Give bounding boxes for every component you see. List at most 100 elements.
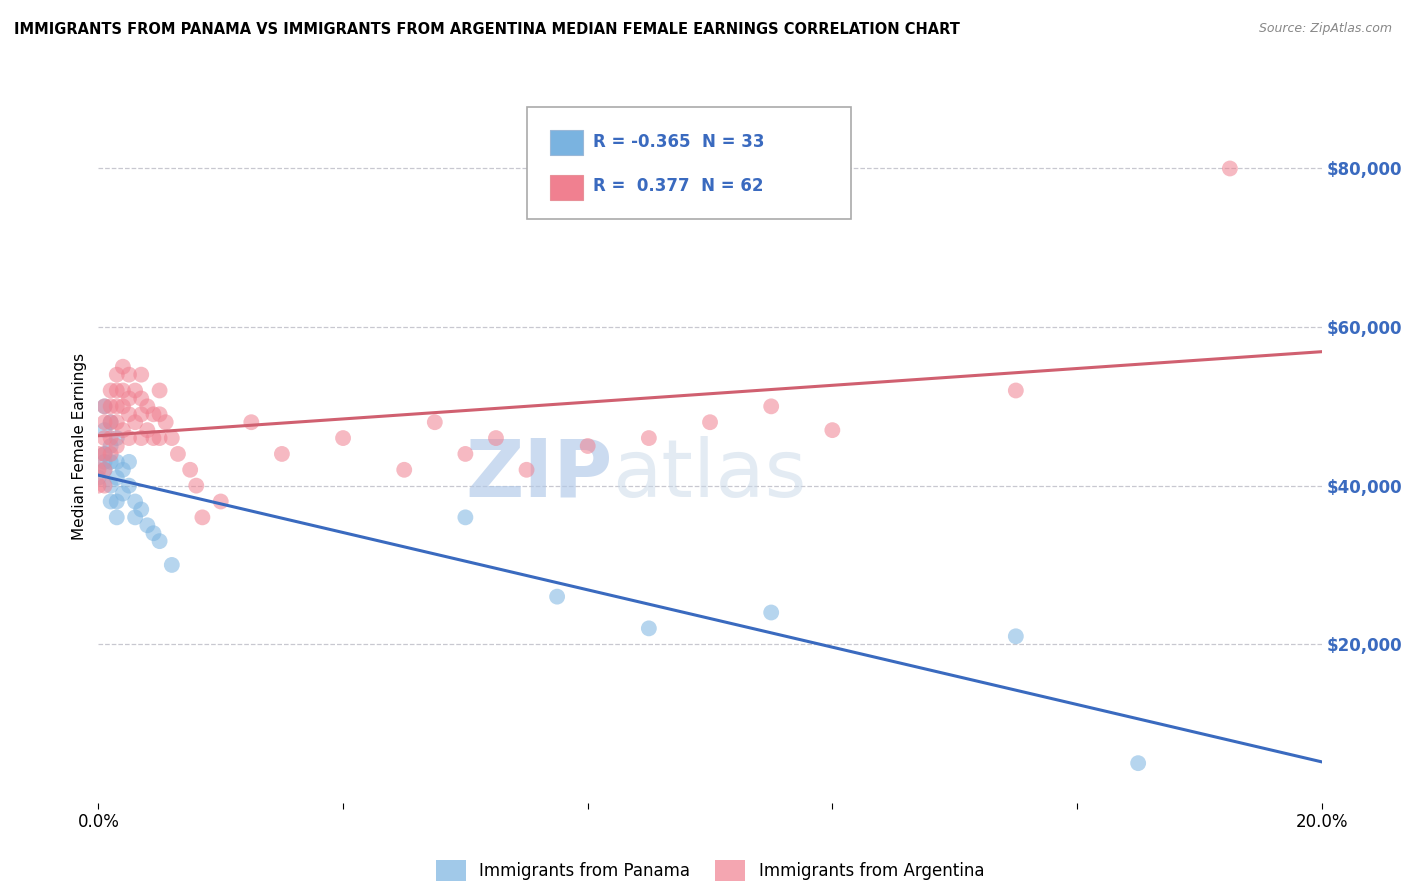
Point <box>105 510 128 524</box>
Point <box>149 534 172 549</box>
Y-axis label: Median Female Earnings: Median Female Earnings <box>72 352 87 540</box>
Point <box>111 463 134 477</box>
Point <box>270 447 292 461</box>
Point <box>93 400 115 414</box>
Point <box>111 384 134 398</box>
Point <box>118 478 141 492</box>
Point <box>136 518 159 533</box>
Point <box>100 447 122 461</box>
Point <box>93 463 115 477</box>
Point <box>1128 756 1150 771</box>
Point <box>186 478 208 492</box>
Point <box>124 384 146 398</box>
Point <box>105 384 128 398</box>
Point <box>160 431 183 445</box>
Point <box>759 400 782 414</box>
Text: atlas: atlas <box>612 435 807 514</box>
Point <box>149 431 172 445</box>
Point <box>129 502 152 516</box>
Point <box>160 558 183 572</box>
Point <box>149 384 172 398</box>
Point <box>100 478 122 492</box>
Point <box>240 415 263 429</box>
Point <box>699 415 721 429</box>
Point <box>105 494 128 508</box>
Point <box>100 431 122 445</box>
Point <box>105 471 128 485</box>
Point <box>105 431 128 445</box>
Point <box>93 447 115 461</box>
Point <box>124 494 146 508</box>
Point <box>118 392 141 406</box>
Point <box>637 431 661 445</box>
Point <box>759 606 782 620</box>
Text: ZIP: ZIP <box>465 435 612 514</box>
Text: Source: ZipAtlas.com: Source: ZipAtlas.com <box>1258 22 1392 36</box>
Point <box>111 359 134 374</box>
Point <box>546 590 568 604</box>
Text: IMMIGRANTS FROM PANAMA VS IMMIGRANTS FROM ARGENTINA MEDIAN FEMALE EARNINGS CORRE: IMMIGRANTS FROM PANAMA VS IMMIGRANTS FRO… <box>14 22 960 37</box>
Point <box>93 400 115 414</box>
Point <box>105 455 128 469</box>
Point <box>124 510 146 524</box>
Point <box>142 431 165 445</box>
Point <box>454 510 477 524</box>
Point <box>576 439 599 453</box>
Point <box>392 463 416 477</box>
Point <box>516 463 538 477</box>
Point <box>87 478 110 492</box>
Point <box>423 415 446 429</box>
Point <box>1004 384 1026 398</box>
Point <box>93 478 115 492</box>
Point <box>87 471 110 485</box>
Point <box>111 486 134 500</box>
Point <box>1004 629 1026 643</box>
Point <box>93 447 115 461</box>
Point <box>100 400 122 414</box>
Point <box>87 447 110 461</box>
Point <box>100 455 122 469</box>
Point <box>105 400 128 414</box>
Point <box>100 415 122 429</box>
Point <box>105 439 128 453</box>
Point <box>179 463 201 477</box>
Point <box>100 439 122 453</box>
Point <box>191 510 214 524</box>
Point <box>129 392 152 406</box>
Text: R = -0.365  N = 33: R = -0.365 N = 33 <box>593 133 765 151</box>
Point <box>93 423 115 437</box>
Point <box>129 407 152 421</box>
Point <box>454 447 477 461</box>
Point <box>129 368 152 382</box>
Point <box>93 463 115 477</box>
Point <box>142 407 165 421</box>
Point <box>87 463 110 477</box>
Point <box>129 431 152 445</box>
Point <box>118 407 141 421</box>
Point <box>167 447 190 461</box>
Point <box>93 455 115 469</box>
Point <box>105 368 128 382</box>
Point <box>118 431 141 445</box>
Point <box>136 423 159 437</box>
Point <box>100 384 122 398</box>
Point <box>100 494 122 508</box>
Point <box>93 415 115 429</box>
Point <box>155 415 177 429</box>
Point <box>105 415 128 429</box>
Point <box>100 415 122 429</box>
Text: R =  0.377  N = 62: R = 0.377 N = 62 <box>593 177 763 194</box>
Point <box>118 368 141 382</box>
Point <box>209 494 232 508</box>
Legend: Immigrants from Panama, Immigrants from Argentina: Immigrants from Panama, Immigrants from … <box>429 854 991 888</box>
Point <box>111 423 134 437</box>
Point <box>142 526 165 541</box>
Point <box>485 431 508 445</box>
Point <box>1219 161 1241 176</box>
Point <box>111 400 134 414</box>
Point <box>637 621 661 635</box>
Point <box>118 455 141 469</box>
Point <box>149 407 172 421</box>
Point <box>124 415 146 429</box>
Point <box>93 431 115 445</box>
